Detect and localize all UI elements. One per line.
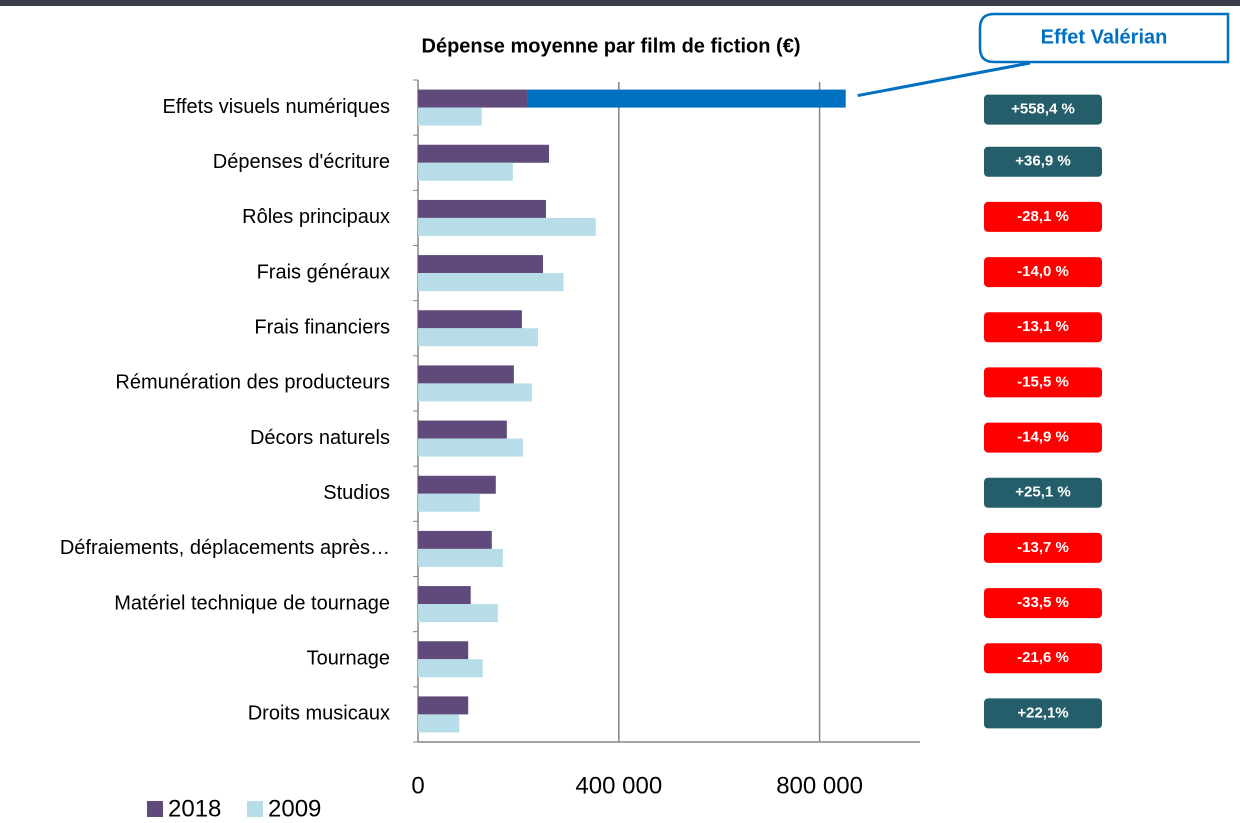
bar [418,714,459,732]
bar [418,328,538,346]
bar [418,476,496,494]
bar [418,696,468,714]
y-tick-label: Tournage [307,648,390,670]
bar [418,531,492,549]
bar [418,108,482,126]
bar [418,365,514,383]
y-tick-label: Matériel technique de tournage [114,592,390,614]
bar [418,310,522,328]
badge-label: -14,9 % [1017,429,1069,446]
y-tick-label: Décors naturels [250,427,390,449]
bar [418,586,471,604]
bar [418,383,532,401]
badge-label: +22,1% [1017,704,1068,721]
y-tick-label: Droits musicaux [248,703,390,725]
legend-swatch [147,801,163,817]
bar [418,145,549,163]
top-strip [0,0,1240,6]
bar [418,163,513,181]
bar [418,641,468,659]
badge-label: +36,9 % [1015,153,1070,170]
x-tick-label: 0 [411,772,424,799]
badge-label: -28,1 % [1017,208,1069,225]
y-tick-label: Défraiements, déplacements après… [60,537,390,559]
badge-label: -33,5 % [1017,594,1069,611]
badge-label: +558,4 % [1011,101,1075,118]
y-tick-label: Frais financiers [254,317,390,339]
legend-label: 2009 [268,795,321,822]
badge-label: -21,6 % [1017,649,1069,666]
bar [418,273,564,291]
y-tick-label: Studios [323,482,390,504]
y-tick-label: Dépenses d'écriture [213,151,390,173]
bar [418,90,528,108]
badge-label: -13,1 % [1017,318,1069,335]
badge-label: +25,1 % [1015,484,1070,501]
badge-label: -14,0 % [1017,263,1069,280]
x-tick-label: 400 000 [575,772,662,799]
chart-title: Dépense moyenne par film de fiction (€) [422,35,801,57]
bar [418,659,483,677]
y-tick-label: Rôles principaux [242,206,390,228]
y-tick-label: Frais généraux [257,261,390,283]
bar [418,218,596,236]
bar [418,439,523,457]
chart: Dépense moyenne par film de fiction (€) … [0,0,1240,823]
callout-bar [528,90,846,108]
bar [418,549,503,567]
bar [418,200,546,218]
bar [418,255,543,273]
y-tick-label: Effets visuels numériques [162,96,390,118]
badge-label: -15,5 % [1017,373,1069,390]
bar [418,494,480,512]
badge-label: -13,7 % [1017,539,1069,556]
bar [418,604,498,622]
legend-swatch [247,801,263,817]
callout-label: Effet Valérian [1041,26,1168,48]
y-tick-label: Rémunération des producteurs [115,372,390,394]
x-tick-label: 800 000 [776,772,863,799]
bar [418,421,507,439]
legend-label: 2018 [168,795,221,822]
callout-pointer [858,63,1030,96]
